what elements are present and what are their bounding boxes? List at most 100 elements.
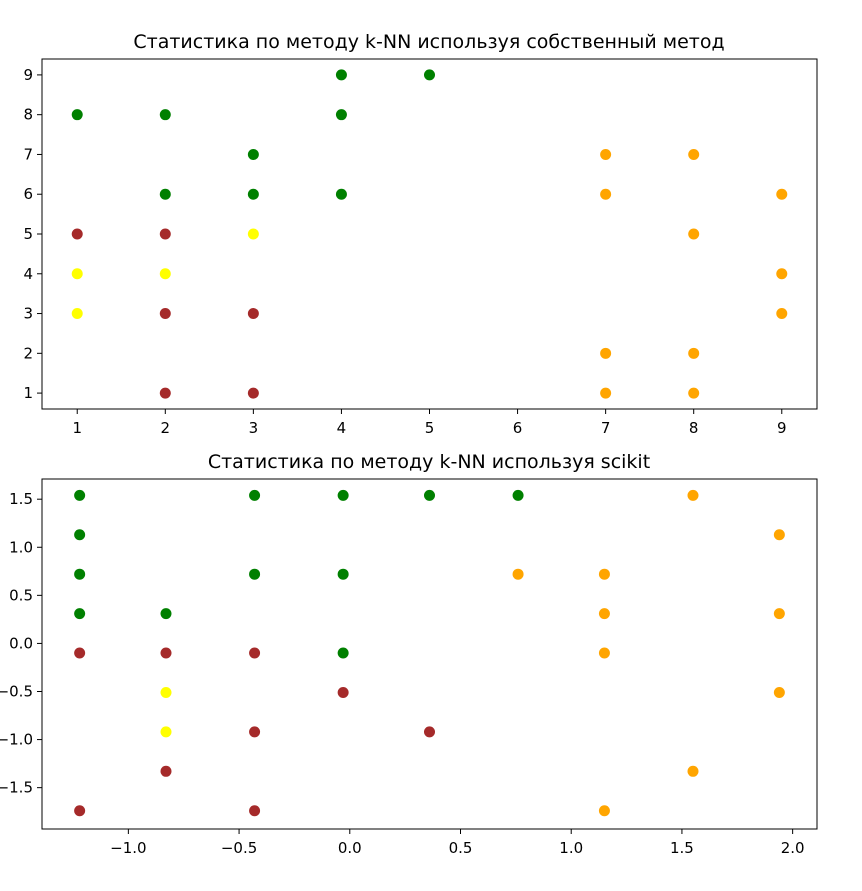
- chart-top-x-axis: 1 2 3 4 5 6 7 8 9: [72, 409, 787, 437]
- chart-bottom-x-axis: −1.0 −0.5 0.0 0.5 1.0 1.5 2.0: [110, 829, 805, 857]
- x-tick-label: 1.5: [670, 839, 694, 857]
- y-tick-label: 6: [23, 185, 33, 203]
- data-point: [247, 148, 259, 160]
- y-tick-label: 2: [23, 344, 33, 362]
- data-point: [249, 805, 261, 817]
- chart-bottom: Статистика по методу k-NN используя scik…: [0, 451, 818, 857]
- chart-top-title: Статистика по методу k-NN используя собс…: [133, 31, 724, 53]
- y-tick-label: −1.0: [0, 731, 33, 749]
- data-point: [249, 726, 261, 738]
- data-point: [249, 489, 261, 501]
- data-point: [687, 765, 699, 777]
- chart-bottom-title: Статистика по методу k-NN используя scik…: [208, 451, 650, 473]
- y-tick-label: 8: [23, 106, 33, 124]
- data-point: [598, 647, 610, 659]
- data-point: [159, 387, 171, 399]
- y-tick-label: 7: [23, 145, 33, 163]
- data-point: [776, 308, 788, 320]
- data-point: [160, 765, 172, 777]
- data-point: [74, 805, 86, 817]
- data-point: [159, 308, 171, 320]
- data-point: [337, 647, 349, 659]
- chart-top-frame: [41, 58, 818, 410]
- chart-bottom-frame: [41, 478, 818, 830]
- data-point: [160, 686, 172, 698]
- data-point: [424, 726, 435, 738]
- data-point: [160, 608, 172, 620]
- y-tick-label: 0.0: [9, 634, 33, 652]
- data-point: [337, 489, 349, 501]
- data-point: [74, 489, 86, 501]
- x-tick-label: 3: [249, 419, 259, 437]
- x-tick-label: 2.0: [781, 839, 805, 857]
- data-point: [337, 686, 349, 698]
- chart-top: Статистика по методу k-NN используя собс…: [23, 31, 818, 437]
- data-point: [773, 608, 785, 620]
- x-tick-label: 2: [161, 419, 171, 437]
- data-point: [598, 805, 610, 817]
- data-point: [424, 489, 435, 501]
- data-point: [160, 726, 172, 738]
- data-point: [159, 268, 171, 280]
- data-point: [424, 69, 435, 81]
- x-tick-label: 1: [72, 419, 82, 437]
- data-point: [335, 188, 347, 200]
- y-tick-label: 3: [23, 305, 33, 323]
- data-point: [71, 109, 83, 121]
- y-tick-label: 5: [23, 225, 33, 243]
- data-point: [600, 347, 612, 359]
- data-point: [688, 148, 700, 160]
- data-point: [74, 529, 86, 541]
- data-point: [687, 489, 699, 501]
- data-point: [71, 268, 83, 280]
- data-point: [776, 268, 788, 280]
- y-tick-label: −0.5: [0, 683, 33, 701]
- data-point: [776, 188, 788, 200]
- data-point: [598, 608, 610, 620]
- data-point: [74, 647, 86, 659]
- data-point: [773, 529, 785, 541]
- data-point: [247, 188, 259, 200]
- data-point: [74, 568, 86, 580]
- data-point: [512, 489, 524, 501]
- y-tick-label: 4: [23, 265, 33, 283]
- data-point: [688, 387, 700, 399]
- data-point: [159, 228, 171, 240]
- y-tick-label: −1.5: [0, 779, 33, 797]
- chart-top-y-axis: 1 2 3 4 5 6 7 8 9: [23, 66, 42, 402]
- chart-bottom-y-axis: 1.5 1.0 0.5 0.0 −0.5 −1.0 −1.5: [0, 490, 42, 797]
- data-point: [159, 188, 171, 200]
- y-tick-label: 1.5: [9, 490, 33, 508]
- data-point: [247, 228, 259, 240]
- data-point: [773, 686, 785, 698]
- x-tick-label: 6: [513, 419, 523, 437]
- data-point: [247, 308, 259, 320]
- x-tick-label: 0.5: [449, 839, 473, 857]
- data-point: [74, 608, 86, 620]
- x-tick-label: 1.0: [559, 839, 583, 857]
- data-point: [249, 647, 261, 659]
- x-tick-label: 4: [337, 419, 347, 437]
- data-point: [71, 308, 83, 320]
- x-tick-label: −1.0: [110, 839, 146, 857]
- y-tick-label: 9: [23, 66, 33, 84]
- data-point: [337, 568, 349, 580]
- data-point: [600, 148, 612, 160]
- data-point: [249, 568, 261, 580]
- y-tick-label: 0.5: [9, 586, 33, 604]
- chart-top-points: [71, 69, 788, 399]
- chart-bottom-points: [74, 489, 785, 817]
- data-point: [159, 109, 171, 121]
- x-tick-label: 5: [425, 419, 435, 437]
- data-point: [71, 228, 83, 240]
- x-tick-label: 9: [777, 419, 787, 437]
- x-tick-label: 7: [601, 419, 611, 437]
- data-point: [335, 69, 347, 81]
- data-point: [688, 347, 700, 359]
- y-tick-label: 1.0: [9, 538, 33, 556]
- data-point: [160, 647, 172, 659]
- data-point: [688, 228, 700, 240]
- y-tick-label: 1: [23, 384, 33, 402]
- data-point: [598, 568, 610, 580]
